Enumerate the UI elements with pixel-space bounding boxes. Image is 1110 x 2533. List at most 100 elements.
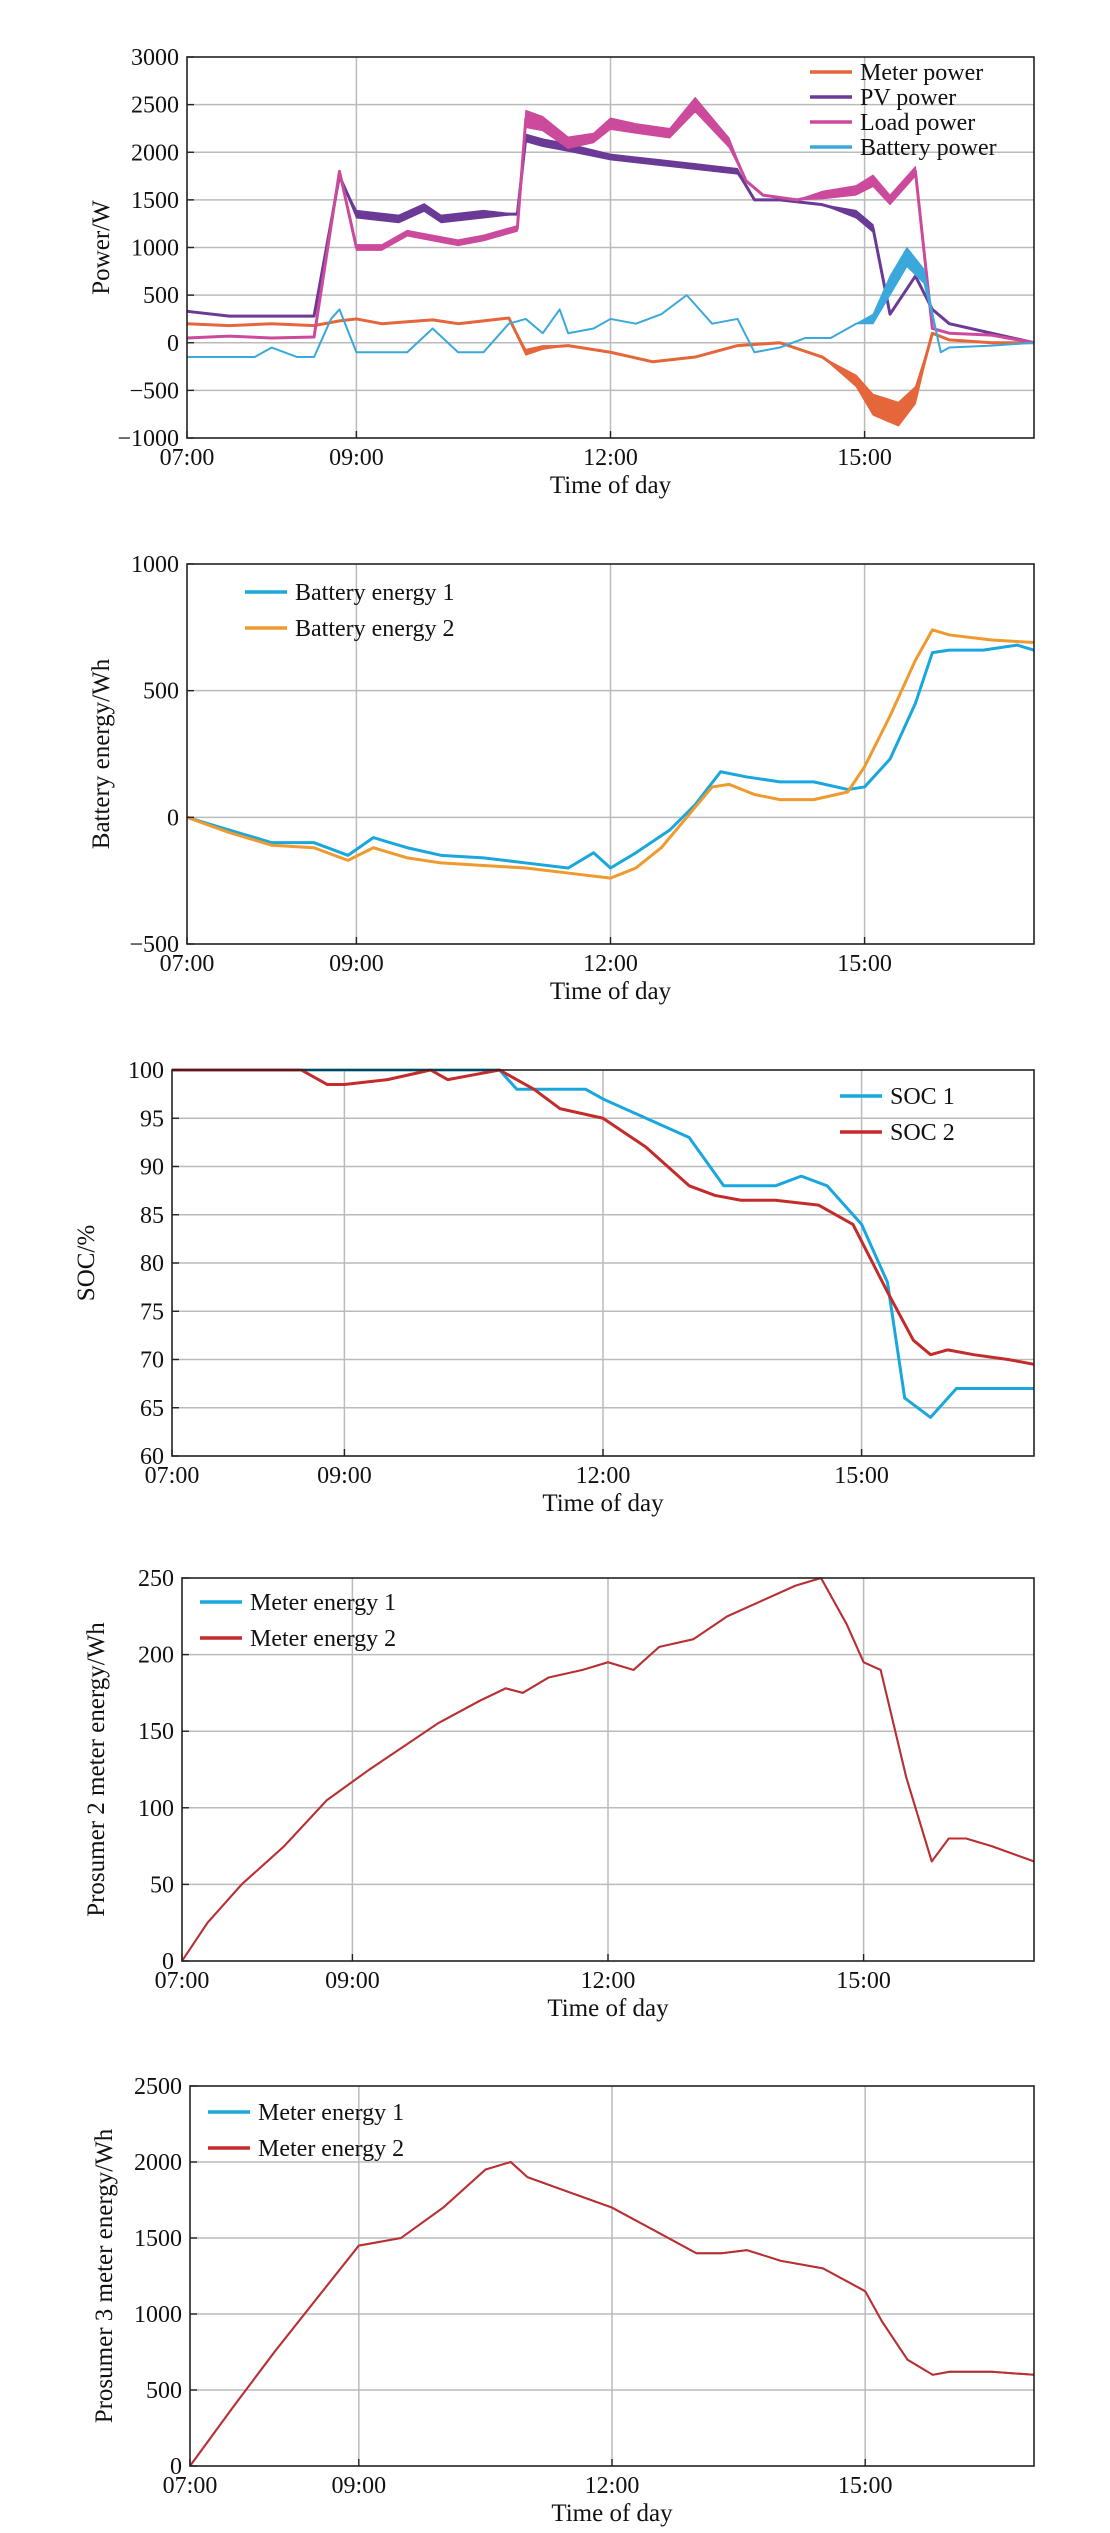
series-battery-energy-2 — [186, 628, 1035, 880]
y-tick-label: −500 — [129, 378, 179, 404]
x-axis-label: Time of day — [547, 1995, 669, 2022]
y-tick-label: 2000 — [134, 2150, 182, 2176]
x-axis-label: Time of day — [551, 2500, 673, 2527]
series-line — [189, 2161, 1035, 2467]
y-tick-label: 50 — [150, 1872, 174, 1898]
y-tick-label: 80 — [140, 1251, 164, 1277]
series-line — [186, 316, 1034, 416]
x-tick-label: 15:00 — [838, 2473, 893, 2499]
y-tick-label: 0 — [167, 805, 179, 831]
y-axis-label: Prosumer 2 meter energy/Wh — [83, 1622, 110, 1917]
series-line — [187, 256, 1035, 359]
x-tick-label: 09:00 — [329, 445, 384, 471]
y-tick-label: 150 — [138, 1719, 174, 1745]
x-tick-label: 15:00 — [836, 1968, 891, 1994]
y-tick-label: 65 — [140, 1396, 164, 1422]
chart-prosumer3: 0 500 1000 1500 2000 2500 07:00 09:00 12:00 15:00… — [91, 2074, 1035, 2527]
x-tick-label: 09:00 — [329, 951, 384, 977]
y-tick-label: 75 — [140, 1299, 164, 1325]
series-soc-2 — [172, 1068, 1035, 1366]
legend-label: Battery energy 1 — [295, 580, 455, 606]
y-axis-label: Prosumer 3 meter energy/Wh — [91, 2128, 118, 2423]
y-tick-label: 1000 — [131, 236, 179, 262]
legend-label: Meter energy 2 — [258, 2136, 404, 2162]
y-tick-label: 500 — [143, 679, 179, 705]
x-tick-label: 09:00 — [325, 1968, 380, 1994]
y-tick-label: 95 — [140, 1106, 164, 1132]
x-tick-label: 07:00 — [160, 951, 215, 977]
chart-prosumer2: 0 50 100 150 200 250 07:00 09:00 12:00 15:00 Time … — [83, 1566, 1035, 2022]
y-tick-label: 500 — [146, 2378, 182, 2404]
x-tick-label: 15:00 — [837, 445, 892, 471]
x-tick-label: 12:00 — [583, 951, 638, 977]
x-tick-label: 12:00 — [585, 2473, 640, 2499]
legend: Meter energy 1 Meter energy 2 — [208, 2100, 404, 2162]
y-tick-label: 500 — [143, 283, 179, 309]
x-tick-label: 07:00 — [163, 2473, 218, 2499]
legend-label: Meter energy 2 — [250, 1626, 396, 1652]
series-line — [186, 643, 1035, 870]
legend-label: PV power — [860, 85, 956, 111]
series-line — [186, 136, 1035, 345]
legend-label: Meter energy 1 — [250, 1590, 396, 1616]
x-tick-label: 15:00 — [837, 951, 892, 977]
y-tick-label: 0 — [170, 2454, 182, 2480]
x-axis-label: Time of day — [550, 472, 672, 499]
y-tick-label: 2500 — [131, 93, 179, 119]
series-battery-energy-1 — [186, 643, 1035, 870]
y-tick-label: 2500 — [134, 2074, 182, 2100]
legend-label: SOC 2 — [890, 1120, 955, 1146]
y-tick-label: 250 — [138, 1566, 174, 1592]
series-meter-energy-2 — [181, 1577, 1035, 1962]
x-axis-label: Time of day — [550, 978, 672, 1005]
legend-label: Meter energy 1 — [258, 2100, 404, 2126]
y-tick-label: −500 — [129, 932, 179, 958]
y-tick-label: 85 — [140, 1203, 164, 1229]
y-tick-label: 3000 — [131, 45, 179, 71]
y-tick-label: 100 — [138, 1796, 174, 1822]
chart-soc: 60 65 70 75 80 85 90 95 100 07:00 09:00 12:00 15:00 T… — [73, 1058, 1035, 1517]
series-line — [186, 103, 1035, 345]
chart-battery-energy: −500 0 500 1000 07:00 09:00 12:00 15:00 Time of … — [88, 552, 1035, 1005]
x-tick-label: 15:00 — [834, 1463, 889, 1489]
y-tick-label: 100 — [128, 1058, 164, 1084]
legend-label: Battery power — [860, 135, 997, 161]
series-line — [186, 628, 1035, 880]
x-axis-label: Time of day — [542, 1490, 664, 1517]
grid — [190, 2086, 1034, 2466]
chart-power: −1000 −500 0 500 1000 1500 2000 2500 3000 07:00 09… — [88, 45, 1035, 499]
y-tick-label: 1500 — [134, 2226, 182, 2252]
legend: Battery energy 1 Battery energy 2 — [245, 580, 455, 642]
y-tick-label: 1500 — [131, 188, 179, 214]
x-tick-label: 12:00 — [576, 1463, 631, 1489]
x-tick-label: 07:00 — [155, 1968, 210, 1994]
legend: SOC 1 SOC 2 — [840, 1084, 955, 1146]
y-tick-label: 1000 — [134, 2302, 182, 2328]
legend: Meter energy 1 Meter energy 2 — [200, 1590, 396, 1652]
series-meter-energy-2 — [189, 2161, 1035, 2467]
x-tick-label: 07:00 — [145, 1463, 200, 1489]
y-axis-label: Battery energy/Wh — [88, 658, 115, 849]
y-tick-label: 0 — [167, 331, 179, 357]
y-tick-label: 90 — [140, 1155, 164, 1181]
legend-label: Meter power — [860, 60, 983, 86]
x-tick-label: 12:00 — [581, 1968, 636, 1994]
y-tick-label: 2000 — [131, 140, 179, 166]
series-line — [172, 1068, 1035, 1366]
y-tick-label: 70 — [140, 1348, 164, 1374]
y-tick-label: 200 — [138, 1643, 174, 1669]
y-tick-label: 1000 — [131, 552, 179, 578]
y-tick-label: −1000 — [117, 426, 179, 452]
legend-label: Load power — [860, 110, 975, 136]
x-tick-label: 07:00 — [160, 445, 215, 471]
x-tick-label: 09:00 — [317, 1463, 372, 1489]
x-tick-label: 09:00 — [331, 2473, 386, 2499]
grid — [187, 564, 1034, 944]
legend-label: SOC 1 — [890, 1084, 955, 1110]
y-tick-label: 60 — [140, 1444, 164, 1470]
legend-label: Battery energy 2 — [295, 616, 455, 642]
x-tick-label: 12:00 — [583, 445, 638, 471]
y-axis-label: Power/W — [88, 200, 115, 295]
